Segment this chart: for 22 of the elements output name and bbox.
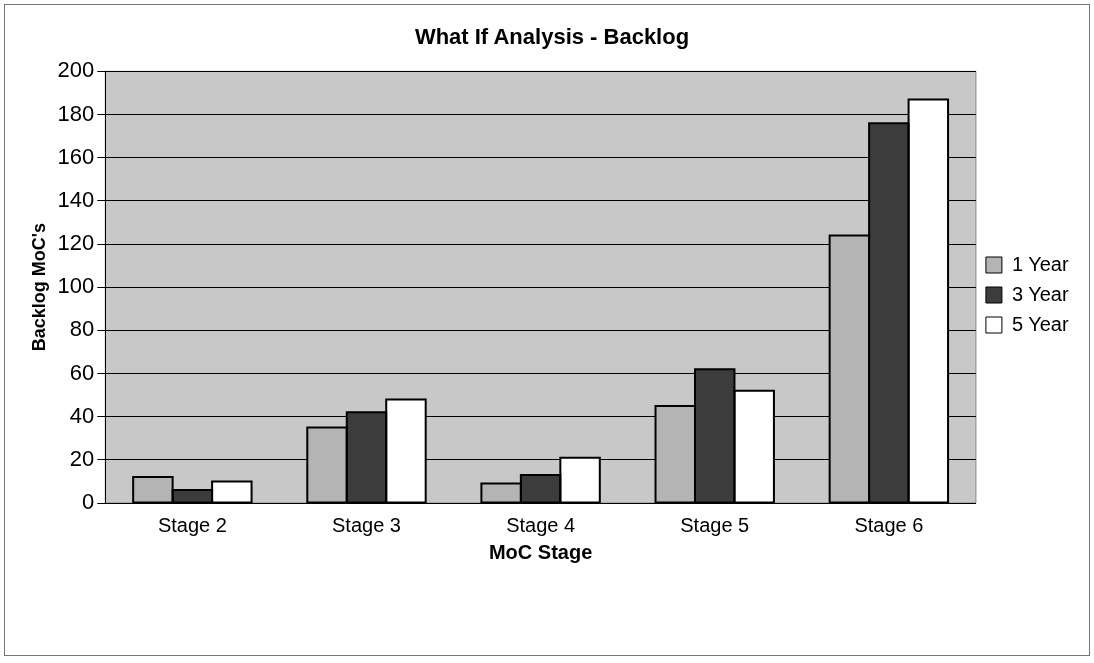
legend-label: 3 Year <box>1011 282 1069 305</box>
y-tick-label: 140 <box>57 186 95 212</box>
y-tick-label: 160 <box>57 143 95 169</box>
x-tick-label: Stage 3 <box>332 513 401 536</box>
x-tick-label: Stage 4 <box>506 513 576 536</box>
x-tick-label: Stage 5 <box>680 513 750 536</box>
legend-label: 5 Year <box>1011 312 1069 335</box>
y-axis-title: Backlog MoC's <box>28 223 49 352</box>
y-tick-label: 60 <box>69 359 95 385</box>
y-tick-label: 40 <box>69 402 95 428</box>
y-tick-label: 100 <box>57 273 95 299</box>
y-tick-label: 0 <box>82 489 95 515</box>
legend-label: 1 Year <box>1011 252 1069 275</box>
y-tick-label: 80 <box>69 316 95 342</box>
y-tick-label: 120 <box>57 230 95 256</box>
x-axis-title: MoC Stage <box>488 540 593 563</box>
x-tick-label: Stage 2 <box>157 513 227 536</box>
y-tick-label: 180 <box>57 100 95 126</box>
y-tick-label: 20 <box>69 445 95 471</box>
x-tick-label: Stage 6 <box>854 513 924 536</box>
y-tick-label: 200 <box>57 57 95 83</box>
chart-title: What If Analysis - Backlog <box>414 24 690 50</box>
